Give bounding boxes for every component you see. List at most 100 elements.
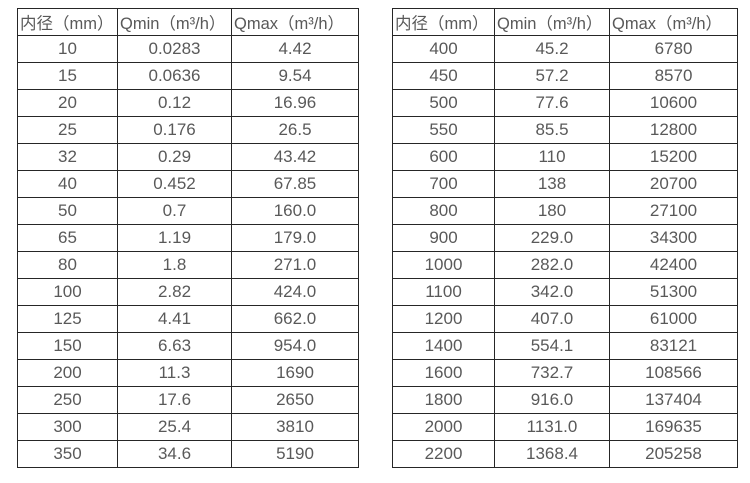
table-cell: 407.0 [494,305,610,333]
table-cell: 1.19 [117,224,232,252]
table-cell: 3810 [231,413,359,441]
column-header: Qmax（m³/h） [231,8,359,36]
table-cell: 45.2 [494,35,610,63]
table-cell: 2000 [392,413,495,441]
table-cell: 125 [17,305,118,333]
table-row: 1800 916.0 137404 [392,386,738,414]
column-header: 内径（mm） [17,8,118,36]
table-cell: 61000 [609,305,738,333]
table-cell: 20700 [609,170,738,198]
column-header: 内径（mm） [392,8,495,36]
table-cell: 43.42 [231,143,359,171]
table-cell: 282.0 [494,251,610,279]
table-cell: 50 [17,197,118,225]
table-row: 80 1.8 271.0 [17,251,359,279]
table-cell: 6780 [609,35,738,63]
table-cell: 2650 [231,386,359,414]
table-cell: 500 [392,89,495,117]
table-cell: 900 [392,224,495,252]
table-cell: 0.452 [117,170,232,198]
table-row: 10 0.0283 4.42 [17,35,359,63]
table-cell: 27100 [609,197,738,225]
table-cell: 51300 [609,278,738,306]
table-row: 150 6.63 954.0 [17,332,359,360]
table-cell: 271.0 [231,251,359,279]
table-row: 400 45.2 6780 [392,35,738,63]
table-cell: 85.5 [494,116,610,144]
table-row: 550 85.5 12800 [392,116,738,144]
table-row: 1200 407.0 61000 [392,305,738,333]
table-cell: 42400 [609,251,738,279]
table-cell: 8570 [609,62,738,90]
table-row: 32 0.29 43.42 [17,143,359,171]
table-cell: 0.29 [117,143,232,171]
table-row: 1000 282.0 42400 [392,251,738,279]
table-cell: 300 [17,413,118,441]
header-row: 内径（mm） Qmin（m³/h） Qmax（m³/h） [17,8,359,36]
table-row: 200 11.3 1690 [17,359,359,387]
table-row: 700 138 20700 [392,170,738,198]
table-cell: 954.0 [231,332,359,360]
table-row: 15 0.0636 9.54 [17,62,359,90]
table-cell: 179.0 [231,224,359,252]
table-row: 1600 732.7 108566 [392,359,738,387]
table-row: 1100 342.0 51300 [392,278,738,306]
table-row: 800 180 27100 [392,197,738,225]
tables-container: 内径（mm） Qmin（m³/h） Qmax（m³/h） 10 0.0283 4.42 1… [17,8,738,468]
column-header: Qmin（m³/h） [117,8,232,36]
table-row: 100 2.82 424.0 [17,278,359,306]
table-cell: 1131.0 [494,413,610,441]
column-header: Qmax（m³/h） [609,8,738,36]
table-cell: 17.6 [117,386,232,414]
table-cell: 350 [17,440,118,468]
table-cell: 138 [494,170,610,198]
table-cell: 0.7 [117,197,232,225]
table-cell: 67.85 [231,170,359,198]
table-cell: 57.2 [494,62,610,90]
table-cell: 1800 [392,386,495,414]
table-cell: 65 [17,224,118,252]
table-cell: 25 [17,116,118,144]
table-cell: 250 [17,386,118,414]
table-row: 500 77.6 10600 [392,89,738,117]
table-cell: 4.42 [231,35,359,63]
flow-table-large-diameters: 内径（mm） Qmin（m³/h） Qmax（m³/h） 400 45.2 6780 45… [392,8,738,468]
table-cell: 10600 [609,89,738,117]
table-row: 2000 1131.0 169635 [392,413,738,441]
table-row: 40 0.452 67.85 [17,170,359,198]
table-cell: 15200 [609,143,738,171]
table-cell: 25.4 [117,413,232,441]
table-cell: 15 [17,62,118,90]
table-cell: 1690 [231,359,359,387]
table-cell: 108566 [609,359,738,387]
table-cell: 600 [392,143,495,171]
table-cell: 0.0636 [117,62,232,90]
table-row: 50 0.7 160.0 [17,197,359,225]
table-cell: 800 [392,197,495,225]
table-cell: 26.5 [231,116,359,144]
table-row: 600 110 15200 [392,143,738,171]
table-cell: 916.0 [494,386,610,414]
column-header: Qmin（m³/h） [494,8,610,36]
table-cell: 200 [17,359,118,387]
table-cell: 9.54 [231,62,359,90]
table-cell: 229.0 [494,224,610,252]
table-row: 300 25.4 3810 [17,413,359,441]
table-cell: 662.0 [231,305,359,333]
table-row: 125 4.41 662.0 [17,305,359,333]
table-cell: 160.0 [231,197,359,225]
table-cell: 1600 [392,359,495,387]
table-row: 900 229.0 34300 [392,224,738,252]
table-cell: 700 [392,170,495,198]
table-cell: 1368.4 [494,440,610,468]
table-cell: 34300 [609,224,738,252]
table-cell: 0.176 [117,116,232,144]
table-cell: 150 [17,332,118,360]
table-cell: 550 [392,116,495,144]
table-row: 2200 1368.4 205258 [392,440,738,468]
flow-table-small-diameters: 内径（mm） Qmin（m³/h） Qmax（m³/h） 10 0.0283 4.42 1… [17,8,359,468]
table-cell: 342.0 [494,278,610,306]
table-row: 1400 554.1 83121 [392,332,738,360]
table-cell: 0.12 [117,89,232,117]
table-cell: 34.6 [117,440,232,468]
